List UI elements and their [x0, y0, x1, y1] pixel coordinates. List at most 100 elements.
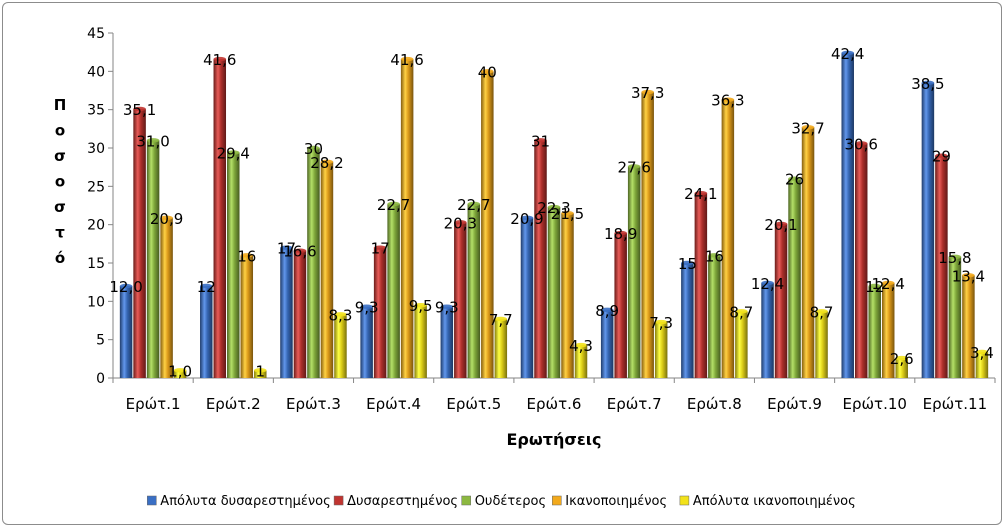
data-label: 41,6 — [203, 51, 236, 69]
bar-top — [387, 201, 400, 207]
bar — [414, 305, 427, 378]
y-axis-title-char: ο — [55, 122, 65, 140]
bar-top — [841, 50, 854, 56]
data-label: 13,4 — [952, 267, 985, 285]
bar-top — [494, 316, 508, 322]
y-tick-label: 35 — [87, 103, 105, 119]
bar-top — [962, 273, 975, 278]
bar-top — [213, 56, 227, 62]
bar — [160, 217, 173, 378]
bar-top — [975, 349, 989, 355]
bar-top — [320, 159, 334, 164]
bar — [868, 286, 881, 378]
bar-top — [708, 253, 721, 258]
data-label: 38,5 — [911, 75, 944, 93]
y-axis-title-char: ό — [55, 249, 65, 267]
data-label: 16 — [705, 247, 724, 265]
data-label: 20,9 — [510, 210, 543, 228]
data-label: 30,6 — [845, 135, 878, 153]
data-label: 7,7 — [489, 311, 513, 329]
data-label: 22,7 — [377, 196, 410, 214]
bar-top — [948, 254, 962, 260]
data-label: 22,7 — [457, 196, 490, 214]
bar — [454, 222, 467, 378]
data-label: 9,3 — [355, 299, 379, 317]
bar-top — [574, 342, 588, 348]
data-label: 12,4 — [872, 275, 905, 293]
legend-label: Δυσαρεστημένος — [347, 494, 458, 509]
data-label: 1 — [255, 362, 265, 380]
y-axis-title-char: ο — [55, 173, 65, 191]
data-label: 16,6 — [283, 243, 316, 261]
bar — [520, 217, 534, 378]
data-label: 40 — [478, 63, 497, 81]
bar-top — [721, 97, 735, 102]
y-axis-title-char: τ — [55, 224, 65, 242]
bar — [307, 148, 320, 378]
data-label: 17 — [277, 240, 296, 258]
data-label: 29 — [932, 148, 951, 166]
y-tick-label: 0 — [96, 371, 105, 387]
bar — [921, 82, 935, 378]
bar-top — [935, 153, 948, 158]
bar-top — [133, 106, 146, 112]
bar-top — [173, 368, 187, 373]
bar — [854, 143, 868, 378]
data-label: 35,1 — [123, 101, 156, 119]
x-category-label: Ερώτ.4 — [366, 395, 421, 413]
data-label: 15,8 — [938, 249, 971, 267]
data-label: 28,2 — [310, 154, 343, 172]
bar-top — [881, 280, 895, 286]
bar — [654, 322, 668, 378]
data-label: 32,7 — [791, 119, 824, 137]
data-label: 30 — [304, 140, 323, 158]
data-label: 3,4 — [970, 344, 994, 362]
legend-swatch — [147, 495, 157, 506]
bar-top — [561, 210, 574, 216]
bar — [320, 161, 334, 378]
legend-label: Απόλυτα δυσαρεστημένος — [160, 494, 330, 509]
y-axis-title-char: σ — [54, 147, 66, 165]
data-label: 15 — [678, 255, 697, 273]
bar-top — [146, 138, 160, 143]
bar-top — [200, 283, 213, 289]
legend-label: Απόλυτα ικανοποιημένος — [693, 494, 856, 509]
data-label: 17 — [371, 240, 390, 258]
legend-swatch — [461, 495, 471, 506]
bar-top — [280, 245, 293, 250]
bar-top — [774, 221, 788, 227]
bar — [600, 309, 614, 378]
x-category-label: Ερώτ.9 — [767, 395, 822, 413]
bar-top — [240, 253, 254, 258]
bar — [788, 178, 801, 378]
bar-top — [481, 69, 494, 74]
x-category-label: Ερώτ.2 — [206, 395, 261, 413]
bar — [387, 203, 400, 378]
x-category-label: Ερώτ.7 — [607, 395, 662, 413]
y-tick-label: 10 — [87, 294, 105, 310]
bar-top — [119, 283, 133, 289]
y-tick-label: 15 — [87, 256, 105, 272]
bar — [694, 193, 708, 378]
bar — [881, 282, 895, 378]
data-label: 12,0 — [109, 278, 142, 296]
bar-top — [334, 312, 347, 317]
data-label: 8,7 — [729, 303, 753, 321]
bar-top — [868, 283, 881, 289]
data-label: 7,3 — [649, 314, 673, 332]
x-category-label: Ερώτ.10 — [843, 395, 907, 413]
bar — [962, 275, 975, 378]
data-label: 26 — [785, 171, 804, 189]
data-label: 22,3 — [537, 199, 570, 217]
legend-label: Ικανοποιημένος — [565, 494, 667, 509]
bar — [975, 351, 989, 378]
legend-swatch — [552, 495, 562, 506]
bar-top — [694, 191, 708, 196]
x-category-label: Ερώτ.6 — [527, 395, 582, 413]
bar-top — [373, 245, 387, 250]
bar-top — [681, 260, 694, 266]
bar — [761, 282, 774, 378]
data-label: 29,4 — [217, 145, 250, 163]
bar — [534, 140, 547, 378]
